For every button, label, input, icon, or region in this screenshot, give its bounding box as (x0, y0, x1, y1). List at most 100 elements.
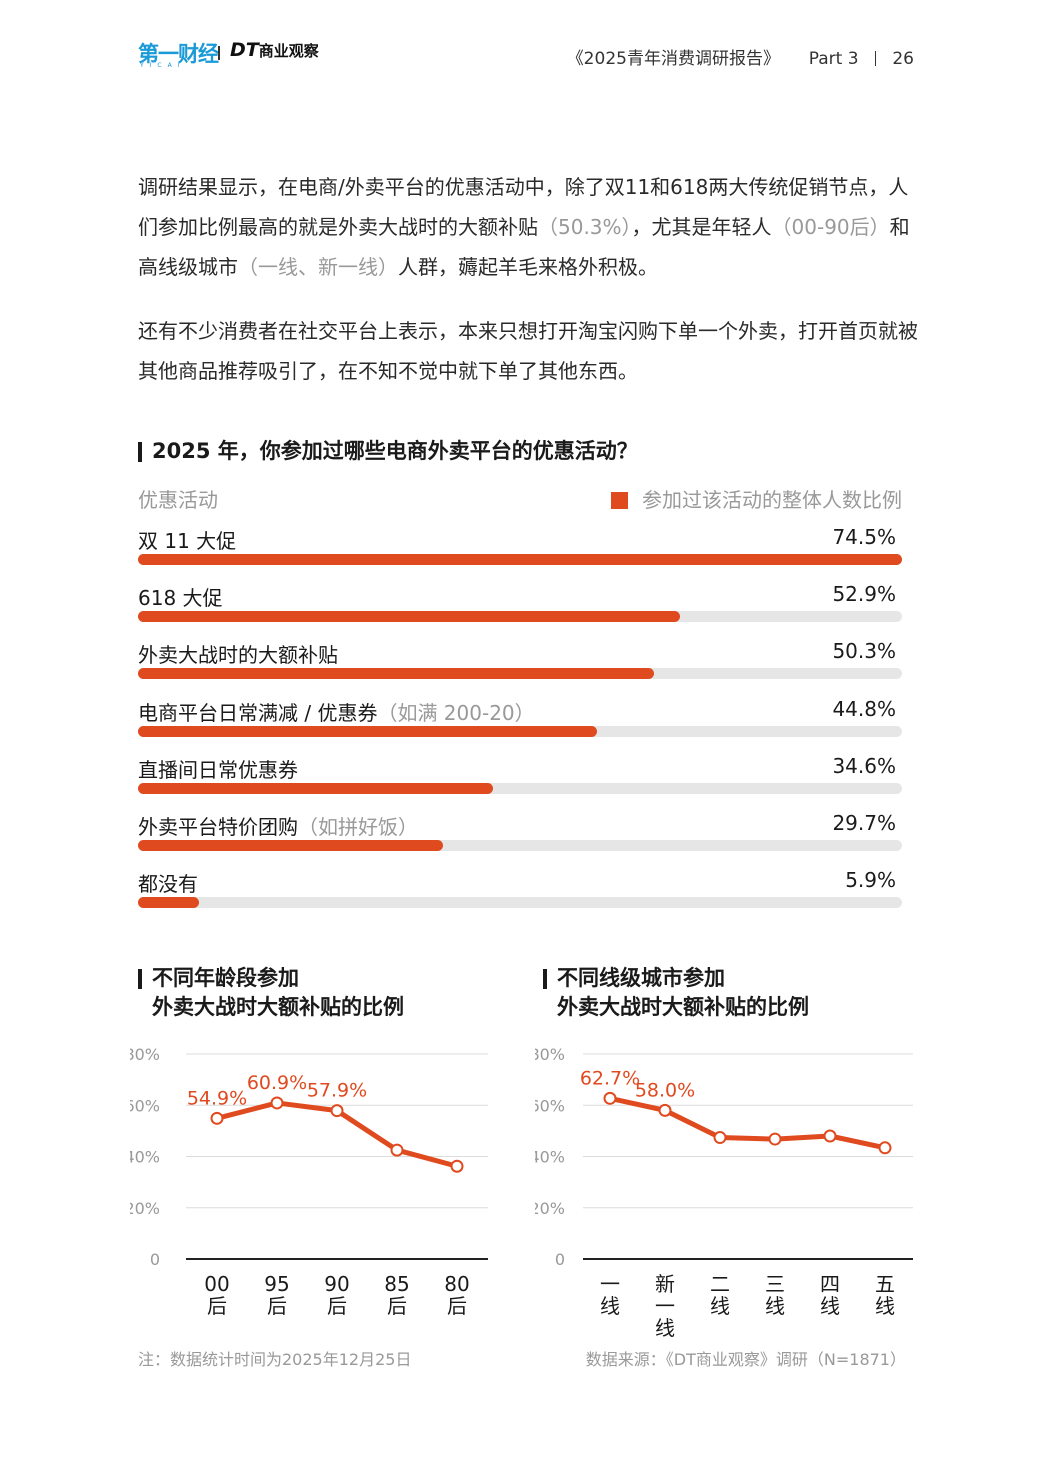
header-divider (874, 51, 876, 66)
x-tick-label: 线 (600, 1294, 620, 1318)
y-tick-label: 80% (535, 1045, 565, 1064)
yicai-logo-subtitle: YICAI (140, 62, 186, 69)
bar-value-label: 52.9% (832, 582, 896, 607)
bar-row: 直播间日常优惠券 34.6% (138, 754, 902, 811)
age-chart-title-line1: 不同年龄段参加 (152, 966, 299, 990)
x-tick-label: 线 (710, 1294, 730, 1318)
bar (138, 725, 598, 737)
series-line (607, 1095, 888, 1151)
para-text-5: 和高线级城市 (138, 215, 910, 279)
bar-label-note: （如满 200-20） (377, 700, 535, 725)
bar (138, 897, 199, 909)
data-point (210, 1111, 224, 1125)
data-point (390, 1143, 404, 1157)
x-tick-label: 后 (327, 1294, 347, 1318)
x-tick-label: 后 (387, 1294, 407, 1318)
bar-label: 电商平台日常满减 / 优惠券（如满 200-20） (138, 697, 535, 726)
bar-row: 618 大促 52.9% (138, 582, 902, 639)
bar-label-text: 外卖大战时的大额补贴 (138, 643, 338, 668)
bar-row: 外卖大战时的大额补贴 50.3% (138, 639, 902, 696)
bar-value-label: 44.8% (832, 696, 896, 721)
y-tick-label: 40% (130, 1148, 160, 1167)
x-tick-label: 后 (447, 1294, 467, 1318)
part-label: Part 3 (808, 49, 859, 69)
bar-label-text: 双 11 大促 (138, 529, 237, 553)
age-chart-title-line2: 外卖大战时大额补贴的比例 (152, 995, 404, 1019)
page-header: 第一财经 YICAI DT商业观察 《2025青年消费调研报告》 Part 3 … (138, 36, 914, 72)
y-tick-label: 80% (130, 1045, 160, 1064)
x-tick-label: 85 (384, 1272, 409, 1296)
x-tick-label: 线 (875, 1294, 895, 1318)
bar-value-label: 34.6% (832, 753, 896, 778)
bar-chart-header: 优惠活动 参加过该活动的整体人数比例 (138, 484, 902, 514)
dt-logo-main: DT (230, 39, 259, 61)
bar-row: 电商平台日常满减 / 优惠券（如满 200-20） 44.8% (138, 697, 902, 754)
bar-track (138, 840, 902, 851)
logo-divider (218, 46, 220, 60)
data-point (878, 1141, 892, 1155)
age-line-chart: 020%40%60%80%54.9%00后60.9%95后57.9%90后85后… (130, 1045, 488, 1318)
x-tick-label: 三 (765, 1272, 785, 1296)
bar-label: 外卖大战时的大额补贴 (138, 639, 338, 668)
bar-chart-title: 2025 年，你参加过哪些电商外卖平台的优惠活动？ (138, 437, 638, 466)
second-paragraph: 还有不少消费者在社交平台上表示，本来只想打开淘宝闪购下单一个外卖，打开首页就被其… (138, 319, 918, 383)
bar-value-label: 29.7% (832, 811, 896, 835)
bar-track (138, 554, 902, 565)
x-tick-label: 线 (820, 1294, 840, 1318)
x-tick-label: 一 (600, 1272, 620, 1296)
bar-chart-legend: 参加过该活动的整体人数比例 (611, 484, 902, 513)
bar-value-label: 50.3% (832, 639, 896, 664)
data-label: 58.0% (635, 1079, 695, 1101)
y-tick-label: 0 (555, 1250, 565, 1269)
bar-row: 外卖平台特价团购（如拼好饭） 29.7% (138, 811, 902, 868)
data-point (330, 1104, 344, 1118)
dt-logo-sub: 商业观察 (258, 42, 319, 60)
x-tick-label: 后 (267, 1294, 287, 1318)
bar-label: 直播间日常优惠券 (138, 754, 298, 783)
para-text-2: （50.3%） (538, 215, 632, 239)
bar-row: 双 11 大促 74.5% (138, 525, 902, 582)
bar-row: 都没有 5.9% (138, 868, 902, 925)
para-text-3: ，尤其是年轻人 (631, 215, 772, 239)
x-tick-label: 一 (655, 1294, 675, 1318)
data-point (270, 1096, 284, 1110)
data-point (713, 1131, 727, 1145)
city-chart-title-line2: 外卖大战时大额补贴的比例 (557, 995, 809, 1019)
bar-label-note: （如拼好饭） (298, 815, 418, 839)
bar-label-text: 直播间日常优惠券 (138, 757, 298, 782)
data-point (450, 1159, 464, 1173)
bar-track (138, 668, 902, 680)
bar-track (138, 782, 902, 794)
x-tick-label: 后 (207, 1294, 227, 1318)
bar-chart-title-text: 2025 年，你参加过哪些电商外卖平台的优惠活动？ (152, 439, 638, 463)
x-tick-label: 90 (324, 1272, 349, 1296)
bar-track (138, 725, 902, 737)
bar-label-text: 都没有 (138, 872, 198, 897)
para-text-7: 人群，薅起羊毛来格外积极。 (398, 255, 658, 279)
data-point (603, 1091, 617, 1105)
data-point (768, 1132, 782, 1146)
report-title: 《2025青年消费调研报告》 (566, 49, 780, 69)
bar-value-label: 5.9% (845, 868, 896, 893)
bar-label: 外卖平台特价团购（如拼好饭） (138, 811, 418, 840)
bar (138, 782, 493, 794)
x-tick-label: 四 (820, 1272, 840, 1296)
bar-label: 618 大促 (138, 582, 223, 611)
yicai-logo: 第一财经 (138, 42, 219, 66)
bar (138, 668, 654, 680)
para-text-6: （一线、新一线） (238, 255, 398, 279)
bar (138, 554, 902, 565)
data-label: 54.9% (187, 1087, 247, 1109)
page-number: 26 (892, 49, 914, 69)
age-chart-title: 不同年龄段参加 外卖大战时大额补贴的比例 (138, 964, 404, 1022)
bar-value-label: 74.5% (832, 525, 896, 549)
y-tick-label: 20% (130, 1199, 160, 1218)
y-tick-label: 20% (535, 1199, 565, 1218)
bar-label-text: 电商平台日常满减 / 优惠券 (138, 700, 378, 725)
x-tick-label: 线 (765, 1294, 785, 1318)
para-text-4: （00-90后） (771, 215, 890, 239)
bar-label-text: 外卖平台特价团购 (138, 815, 298, 839)
data-label: 62.7% (580, 1067, 640, 1089)
city-chart-title: 不同线级城市参加 外卖大战时大额补贴的比例 (543, 964, 809, 1022)
y-tick-label: 0 (150, 1250, 160, 1269)
